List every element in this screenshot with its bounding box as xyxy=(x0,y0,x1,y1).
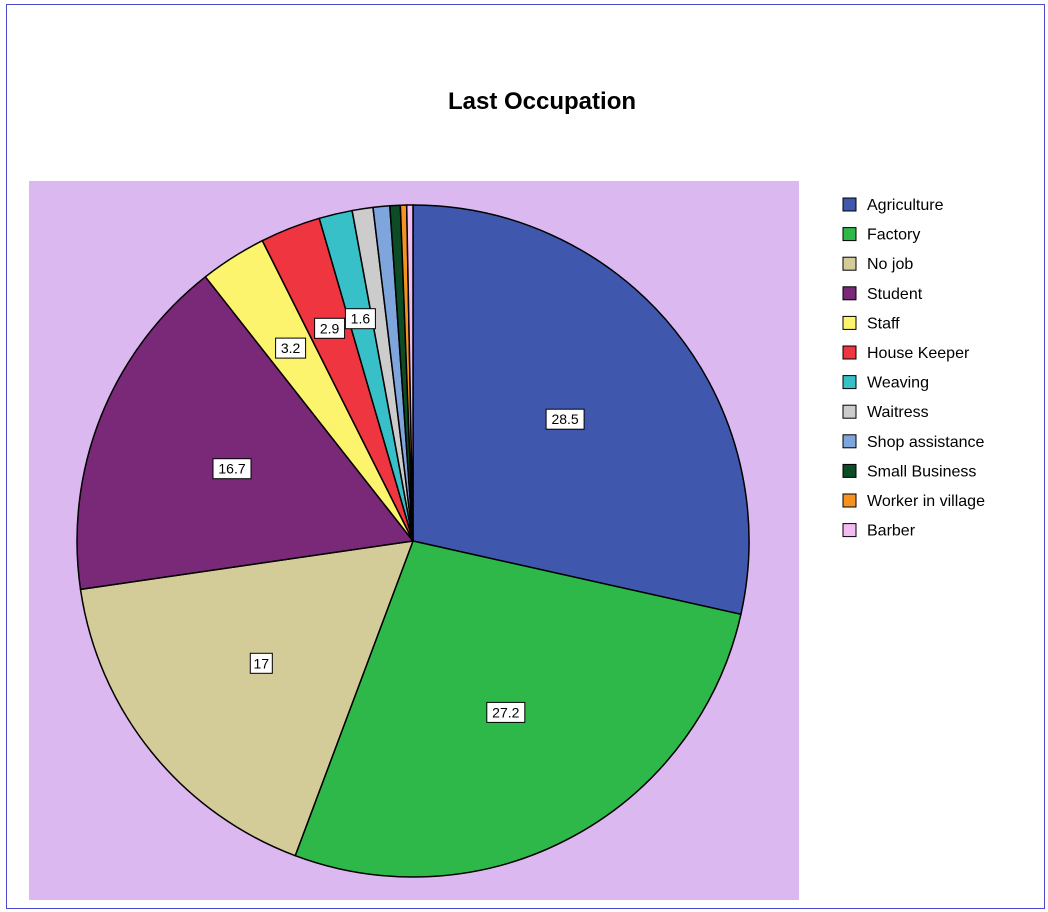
legend-item-agriculture: Agriculture xyxy=(842,197,944,214)
svg-text:1.6: 1.6 xyxy=(351,311,371,327)
legend-swatch xyxy=(842,345,857,360)
legend-label: Worker in village xyxy=(867,493,985,510)
pie-slice-barber xyxy=(405,204,414,542)
legend-label: Factory xyxy=(867,227,920,244)
legend-item-student: Student xyxy=(842,286,923,303)
legend-swatch xyxy=(842,256,857,271)
pie-slice-no-job xyxy=(79,540,415,857)
legend-swatch xyxy=(842,315,857,330)
legend-item-no-job: No job xyxy=(842,256,913,273)
legend-label: Staff xyxy=(867,315,900,332)
legend-swatch xyxy=(842,404,857,419)
legend-label: Small Business xyxy=(867,463,976,480)
legend-label: Waitress xyxy=(867,404,929,421)
svg-text:2.9: 2.9 xyxy=(320,320,340,336)
legend-item-small-business: Small Business xyxy=(842,463,976,480)
legend-swatch xyxy=(842,286,857,301)
data-labels: 28.5 27.2 17 16.7 3.2 2.9 1.6 xyxy=(212,308,585,723)
legend-item-factory: Factory xyxy=(842,227,920,244)
svg-text:28.5: 28.5 xyxy=(551,411,578,427)
legend-item-house-keeper: House Keeper xyxy=(842,345,970,362)
legend-item-barber: Barber xyxy=(842,523,916,540)
legend-item-worker-in-village: Worker in village xyxy=(842,493,985,510)
legend-label: Shop assistance xyxy=(867,434,985,451)
legend-swatch xyxy=(842,375,857,390)
data-label-factory: 27.2 xyxy=(486,701,526,723)
svg-text:27.2: 27.2 xyxy=(492,704,519,720)
chart-title: Last Occupation xyxy=(447,88,637,115)
legend-label: Barber xyxy=(867,523,916,540)
svg-text:16.7: 16.7 xyxy=(218,461,245,477)
data-label-staff: 3.2 xyxy=(275,337,307,359)
data-label-weaving: 1.6 xyxy=(344,308,376,330)
legend-swatch xyxy=(842,197,857,212)
legend-swatch xyxy=(842,434,857,449)
data-label-agriculture: 28.5 xyxy=(545,408,585,430)
legend: Agriculture Factory No job Student Staff Hous… xyxy=(842,197,985,540)
legend-item-weaving: Weaving xyxy=(842,375,929,392)
legend-item-staff: Staff xyxy=(842,315,900,332)
legend-swatch xyxy=(842,227,857,242)
data-label-student: 16.7 xyxy=(212,458,252,480)
legend-swatch xyxy=(842,523,857,538)
data-label-house-keeper: 2.9 xyxy=(314,317,346,339)
legend-item-shop-assistance: Shop assistance xyxy=(842,434,985,451)
legend-label: No job xyxy=(867,256,913,273)
pie-slices xyxy=(76,204,750,878)
data-label-no-job: 17 xyxy=(249,652,273,674)
legend-swatch xyxy=(842,463,857,478)
svg-text:17: 17 xyxy=(254,655,270,671)
legend-label: Student xyxy=(867,286,923,303)
svg-text:3.2: 3.2 xyxy=(281,340,301,356)
legend-label: House Keeper xyxy=(867,345,970,362)
legend-label: Agriculture xyxy=(867,197,944,214)
pie-slice-student xyxy=(76,275,415,591)
legend-swatch xyxy=(842,493,857,508)
legend-label: Weaving xyxy=(867,375,929,392)
legend-item-waitress: Waitress xyxy=(842,404,929,421)
